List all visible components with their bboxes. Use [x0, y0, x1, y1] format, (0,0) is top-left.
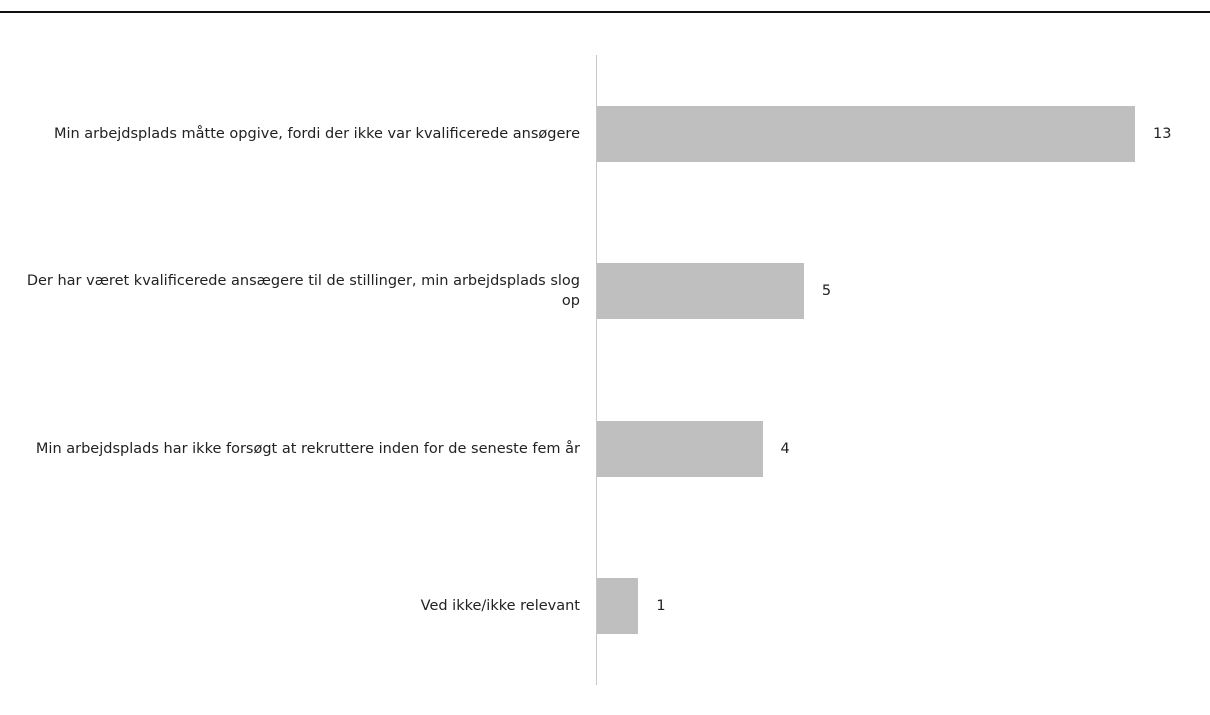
category-label: Der har været kvalificerede ansægere til… — [26, 273, 580, 310]
bar — [597, 420, 763, 477]
category-label: Ved ikke/ikke relevant — [420, 598, 580, 615]
category-label: Min arbejdsplads har ikke forsøgt at rek… — [35, 440, 580, 457]
bar — [597, 105, 1135, 162]
bar — [597, 263, 804, 320]
bar — [597, 578, 639, 635]
category-axis — [596, 55, 597, 685]
value-label: 5 — [821, 283, 832, 300]
value-label: 4 — [780, 440, 790, 457]
value-label: 1 — [656, 598, 666, 615]
category-label: Min arbejdsplads måtte opgive, fordi der… — [53, 125, 580, 142]
value-label: 13 — [1153, 125, 1172, 142]
top-rule — [0, 11, 1210, 13]
